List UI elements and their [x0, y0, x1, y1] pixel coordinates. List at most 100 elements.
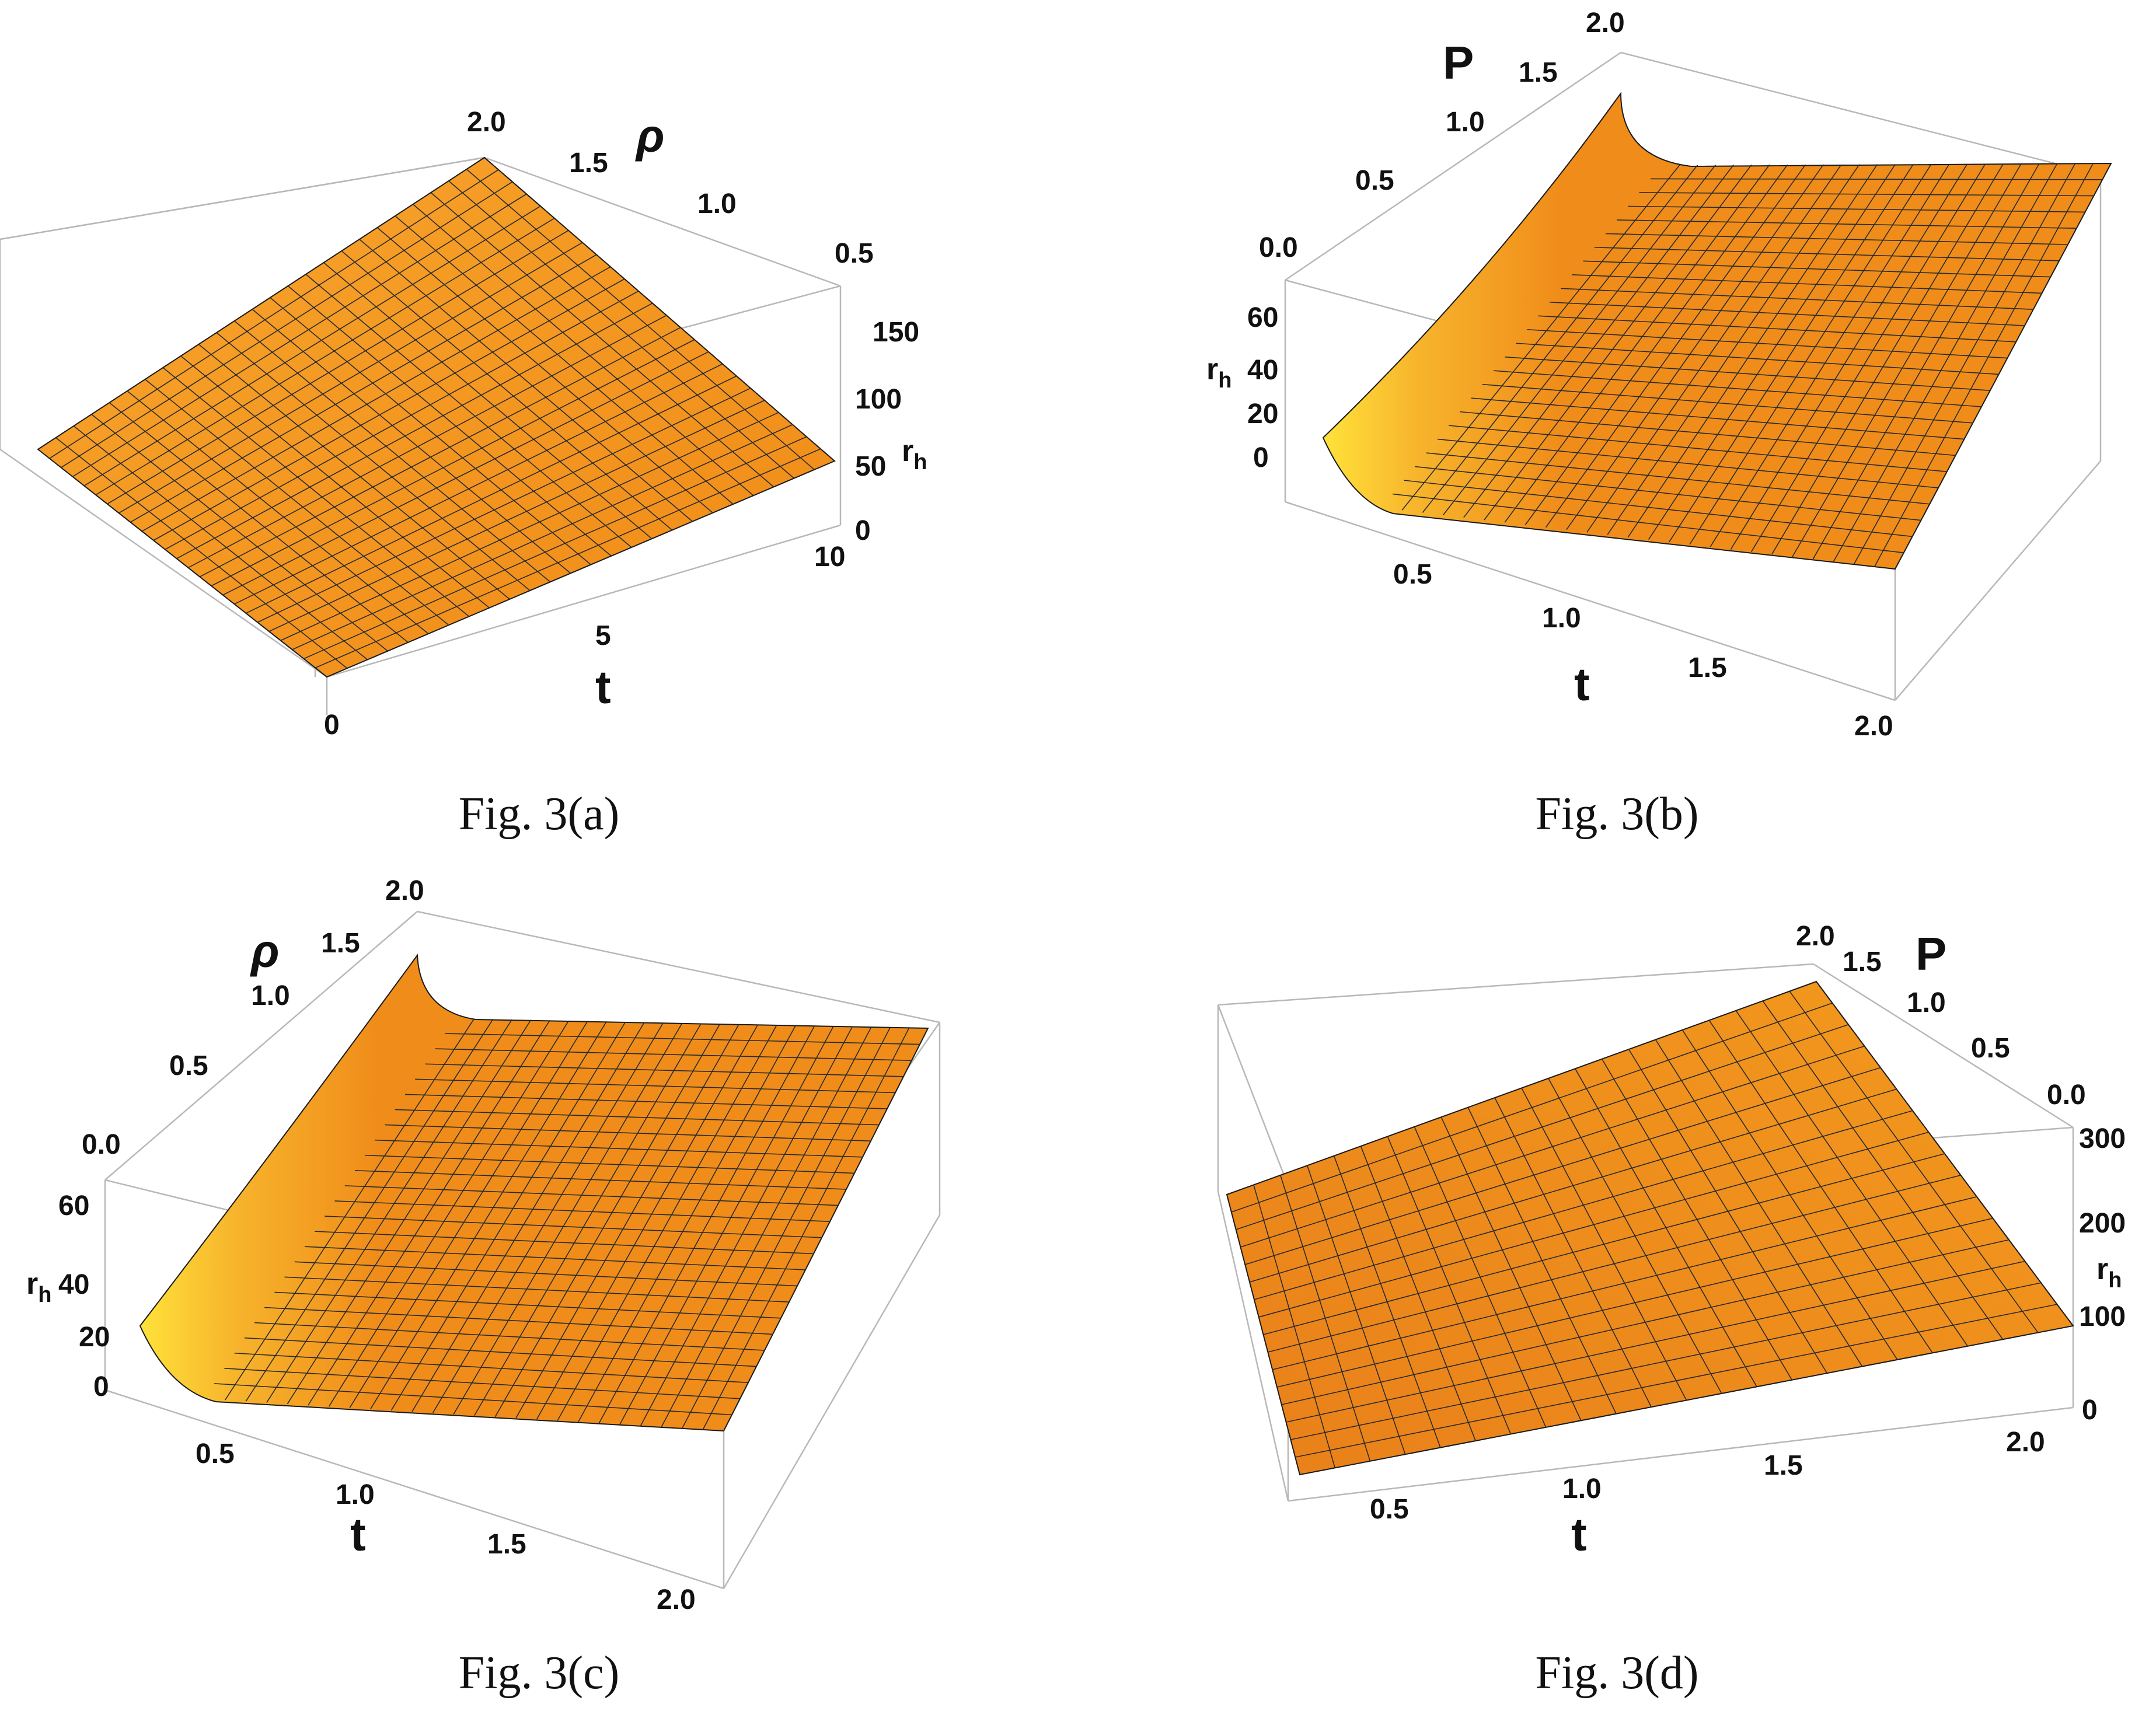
- axis-label-b-z: rh: [1206, 352, 1231, 393]
- axis-label-d-x: t: [1571, 1509, 1587, 1560]
- mesh-c-line-u-9: [390, 1021, 626, 1411]
- mesh-c-line-u-21: [640, 1026, 853, 1426]
- mesh-c-line-v-9: [294, 1261, 798, 1287]
- mesh-a-line-u-12: [176, 302, 653, 559]
- mesh-a-line-u-20: [268, 400, 765, 632]
- mesh-a-line-v-4: [109, 402, 409, 643]
- mesh-b-line-u-1: [1401, 165, 1680, 511]
- tick-d-z-1: 100: [2079, 1301, 2126, 1332]
- tick-b-y-2: 1.0: [1446, 107, 1485, 138]
- mesh-a-line-v-10: [216, 332, 531, 591]
- tick-d-y-2: 1.0: [1907, 987, 1946, 1018]
- axis-label-a-z: rh: [902, 434, 927, 474]
- mesh-d-line-v-10: [1494, 1097, 1652, 1408]
- mesh-c-line-v-4: [244, 1337, 757, 1367]
- mesh-b-line-v-11: [1505, 356, 1990, 391]
- tick-c-y-3: 1.5: [321, 928, 360, 959]
- mesh-a-line-v-12: [252, 309, 571, 574]
- tick-d-y-4: 2.0: [1796, 921, 1835, 952]
- chart-a-svg: 0 5 10 t 0.5 1.0 1.5 2.0 ρ 0 50 100 150 …: [0, 107, 927, 741]
- mesh-b-line-u-9: [1566, 164, 1824, 530]
- axis-label-c-x: t: [350, 1509, 366, 1560]
- mesh-b-line-v-4: [1426, 452, 1930, 505]
- tick-d-z-3: 300: [2079, 1123, 2126, 1154]
- mesh-c-line-u-8: [370, 1021, 607, 1410]
- mesh-b-line-v-1: [1393, 493, 1904, 553]
- mesh-b-line-u-22: [1833, 163, 2058, 562]
- caption-a: Fig. 3(a): [458, 788, 620, 840]
- mesh-c-line-u-12: [453, 1022, 683, 1415]
- mesh-a-line-u-5: [95, 218, 555, 495]
- panel-b: 0.5 1.0 1.5 2.0 t 0.0 0.5 1.0 1.5 2.0 P …: [1078, 0, 2156, 859]
- mesh-c-line-u-18: [578, 1025, 796, 1422]
- mesh-b-line-u-17: [1730, 163, 1968, 550]
- mesh-d-line-v-5: [1360, 1146, 1476, 1441]
- mesh-c-line-v-12: [325, 1216, 822, 1238]
- tick-a-x-2: 10: [814, 542, 845, 572]
- tick-b-y-1: 0.5: [1355, 165, 1394, 196]
- mesh-a-line-u-2: [61, 181, 513, 468]
- tick-c-z-1: 20: [79, 1322, 110, 1353]
- tick-a-x-1: 5: [595, 620, 611, 651]
- tick-a-y-2: 1.5: [569, 148, 608, 179]
- mesh-d-line-v-13: [1575, 1068, 1757, 1387]
- mesh-a-line-v-17: [341, 250, 673, 531]
- mesh-b-line-v-22: [1628, 205, 2085, 213]
- mesh-b-line-u-8: [1545, 164, 1806, 528]
- tick-b-x-1: 1.0: [1542, 603, 1581, 634]
- tick-b-z-1: 20: [1247, 399, 1278, 430]
- mesh-b-line-v-23: [1639, 192, 2094, 197]
- mesh-a-line-v-13: [270, 297, 591, 565]
- mesh-a-line-v-1: [55, 437, 348, 669]
- mesh-a-line-u-10: [153, 278, 625, 541]
- mesh-b: [1393, 163, 2103, 567]
- caption-c: Fig. 3(c): [458, 1647, 620, 1699]
- mesh-d-line-v-4: [1333, 1155, 1441, 1448]
- mesh-b-line-v-15: [1549, 302, 2025, 326]
- tick-d-y-0: 0.0: [2047, 1080, 2086, 1111]
- mesh-d-line-v-21: [1789, 991, 2039, 1333]
- mesh-c-line-v-8: [284, 1276, 790, 1303]
- mesh-c: [214, 1018, 920, 1430]
- mesh-c-line-u-10: [411, 1022, 645, 1412]
- tick-c-y-2: 1.0: [251, 980, 290, 1011]
- mesh-b-line-u-12: [1627, 164, 1878, 537]
- mesh-a-line-u-19: [257, 387, 751, 623]
- axis-label-a-x: t: [595, 661, 611, 713]
- tick-b-z-0: 0: [1253, 442, 1269, 473]
- mesh-c-line-v-14: [344, 1185, 839, 1206]
- tick-d-x-0: 0.5: [1370, 1494, 1409, 1525]
- tick-c-y-1: 0.5: [169, 1050, 208, 1081]
- mesh-c-line-v-3: [234, 1352, 749, 1383]
- tick-a-z-2: 100: [855, 384, 902, 415]
- mesh-a-line-u-17: [234, 363, 723, 605]
- mesh-b-line-v-13: [1527, 329, 2008, 359]
- panel-d: 0.5 1.0 1.5 2.0 t 0.0 0.5 1.0 1.5 2.0 P …: [1078, 859, 2156, 1718]
- mesh-c-line-u-6: [328, 1020, 570, 1407]
- mesh-b-line-v-17: [1572, 274, 2042, 294]
- mesh-b-line-u-19: [1771, 163, 2004, 555]
- chart-c-svg: 0.5 1.0 1.5 2.0 t 0.0 0.5 1.0 1.5 2.0 ρ …: [26, 875, 941, 1615]
- mesh-d-line-v-3: [1306, 1165, 1406, 1455]
- mesh-b-line-v-20: [1605, 233, 2068, 245]
- mesh-b-line-v-12: [1516, 343, 1999, 375]
- tick-c-x-1: 1.0: [336, 1479, 375, 1510]
- mesh-c-line-v-20: [404, 1094, 888, 1109]
- surface-d: [1226, 980, 2074, 1476]
- tick-b-x-3: 2.0: [1854, 711, 1893, 742]
- tick-c-z-3: 60: [58, 1190, 89, 1221]
- mesh-c-line-v-5: [254, 1322, 765, 1351]
- mesh-c-line-u-15: [515, 1024, 739, 1419]
- axis-label-d-z: rh: [2096, 1252, 2122, 1293]
- mesh-b-line-u-11: [1607, 164, 1860, 535]
- mesh-a-line-v-5: [127, 390, 429, 634]
- mesh-c-line-v-7: [274, 1291, 782, 1319]
- tick-b-y-4: 2.0: [1586, 8, 1625, 39]
- mesh-d-line-v-18: [1708, 1019, 1933, 1353]
- mesh-a-line-u-6: [107, 230, 569, 505]
- mesh-a-line-v-21: [413, 204, 754, 496]
- mesh-d-line-v-1: [1253, 1185, 1335, 1468]
- panel-a: 0 5 10 t 0.5 1.0 1.5 2.0 ρ 0 50 100 150 …: [0, 0, 1078, 859]
- mesh-c-line-v-23: [435, 1048, 912, 1061]
- mesh-a-line-u-7: [118, 242, 583, 514]
